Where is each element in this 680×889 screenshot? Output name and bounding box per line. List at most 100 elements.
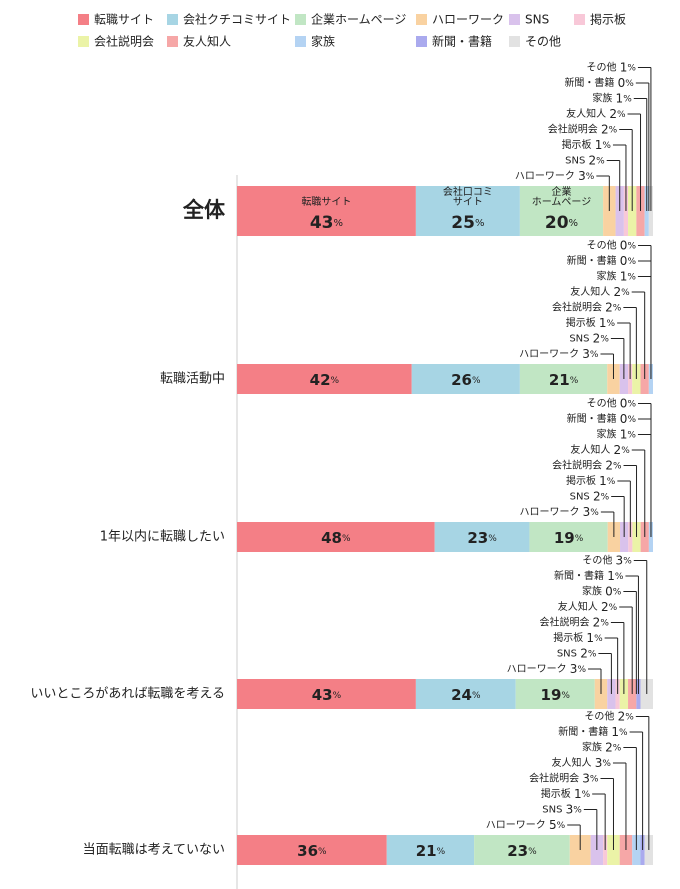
callout-label: 会社説明会 2%	[548, 122, 618, 136]
bar-segment	[519, 186, 604, 236]
legend-swatch	[509, 14, 520, 25]
legend-swatch	[295, 14, 306, 25]
callout-label: 友人知人 2%	[570, 285, 630, 299]
segment-value: 20%	[545, 213, 578, 233]
callout-label: 新聞・書籍 0%	[567, 412, 637, 426]
legend-label: 新聞・書籍	[432, 34, 492, 49]
legend-swatch	[78, 14, 89, 25]
segment-value: 43%	[310, 213, 343, 233]
bar-segment	[529, 522, 608, 552]
callout-label: ハローワーク 5%	[486, 818, 566, 832]
callout-label: 掲示板 1%	[541, 787, 591, 801]
segment-value: 48%	[321, 529, 351, 547]
bar-segment	[386, 835, 475, 865]
segment-name: 転職サイト	[301, 196, 351, 208]
callout-label: ハローワーク 3%	[519, 505, 599, 519]
callout-label: 会社説明会 2%	[539, 615, 609, 629]
bar-segment	[237, 679, 416, 709]
callout-label: ハローワーク 3%	[507, 662, 587, 676]
legend-swatch	[416, 36, 427, 47]
callout-label: その他 3%	[582, 553, 632, 567]
legend-label: 掲示板	[590, 12, 626, 27]
legend-swatch	[416, 14, 427, 25]
callout-label: SNS 3%	[542, 802, 582, 816]
callout-label: 家族 1%	[597, 427, 637, 441]
category-label: 1年以内に転職したい	[100, 529, 225, 545]
bar-segment	[415, 679, 516, 709]
bar-segment	[415, 186, 520, 236]
callout-label: 友人知人 2%	[558, 600, 618, 614]
callout-label: SNS 2%	[565, 153, 605, 167]
segment-value: 21%	[416, 842, 446, 860]
legend-label: 会社説明会	[94, 34, 154, 49]
bar-segment	[411, 364, 520, 394]
legend-label: 転職サイト	[94, 13, 154, 27]
callout-label: 家族 1%	[597, 269, 637, 283]
segment-name: 会社口コミ	[443, 185, 493, 198]
category-label: いいところがあれば転職を考える	[30, 687, 225, 702]
callout-label: 会社説明会 3%	[529, 771, 599, 785]
callout-label: 友人知人 2%	[566, 107, 626, 121]
callout-label: 家族 1%	[592, 91, 632, 105]
legend-label: 会社クチコミサイト	[183, 12, 291, 27]
segment-value: 23%	[507, 842, 537, 860]
callout-label: 新聞・書籍 1%	[558, 725, 628, 739]
segment-name: サイト	[453, 196, 483, 208]
bar-segment	[474, 835, 570, 865]
category-label: 全体	[182, 198, 226, 222]
callout-label: ハローワーク 3%	[519, 347, 599, 361]
bar-segment	[237, 364, 412, 394]
callout-label: 新聞・書籍 0%	[564, 76, 634, 90]
bar-segment	[434, 522, 530, 552]
segment-value: 42%	[310, 371, 340, 389]
legend-label: その他	[525, 35, 561, 49]
segment-value: 36%	[297, 842, 327, 860]
callout-label: SNS 2%	[557, 646, 597, 660]
legend-label: 友人知人	[183, 35, 231, 49]
callout-label: 家族 0%	[582, 584, 622, 598]
segment-name: ホームページ	[532, 196, 592, 208]
callout-label: その他 2%	[584, 709, 634, 723]
segment-value: 25%	[451, 213, 484, 233]
legend-swatch	[574, 14, 585, 25]
segment-value: 43%	[312, 686, 342, 704]
segment-name: 企業	[551, 185, 571, 198]
callout-label: 家族 2%	[582, 740, 622, 754]
callout-label: 新聞・書籍 1%	[554, 569, 624, 583]
bar-segment	[237, 186, 416, 236]
callout-label: 掲示板 1%	[566, 474, 616, 488]
callout-label: 友人知人 3%	[552, 756, 612, 770]
bar-segment	[519, 364, 608, 394]
bar-segment	[237, 835, 387, 865]
legend-swatch	[167, 14, 178, 25]
legend-swatch	[509, 36, 520, 47]
callout-label: 会社説明会 2%	[552, 300, 622, 314]
callout-label: その他 1%	[587, 60, 637, 74]
callout-label: ハローワーク 3%	[515, 169, 595, 183]
callout-label: SNS 2%	[570, 489, 610, 503]
category-label: 当面転職は考えていない	[83, 843, 225, 858]
segment-value: 26%	[451, 371, 481, 389]
segment-value: 23%	[467, 529, 497, 547]
callout-label: SNS 2%	[569, 331, 609, 345]
legend-label: SNS	[525, 13, 549, 27]
callout-label: 会社説明会 2%	[552, 458, 622, 472]
callout-label: その他 0%	[587, 238, 637, 252]
callout-label: 掲示板 1%	[553, 631, 603, 645]
callout-label: 友人知人 2%	[570, 443, 630, 457]
legend-label: 企業ホームページ	[311, 12, 406, 27]
legend-swatch	[78, 36, 89, 47]
callout-label: 新聞・書籍 0%	[567, 254, 637, 268]
callout-label: その他 0%	[587, 396, 637, 410]
bar-segment	[515, 679, 595, 709]
segment-value: 19%	[541, 686, 571, 704]
callout-label: 掲示板 1%	[562, 138, 612, 152]
callout-label: 掲示板 1%	[566, 316, 616, 330]
segment-value: 19%	[554, 529, 584, 547]
category-label: 転職活動中	[160, 372, 225, 387]
legend-swatch	[167, 36, 178, 47]
legend-label: ハローワーク	[432, 13, 504, 27]
legend-label: 家族	[311, 34, 335, 49]
segment-value: 21%	[549, 371, 579, 389]
